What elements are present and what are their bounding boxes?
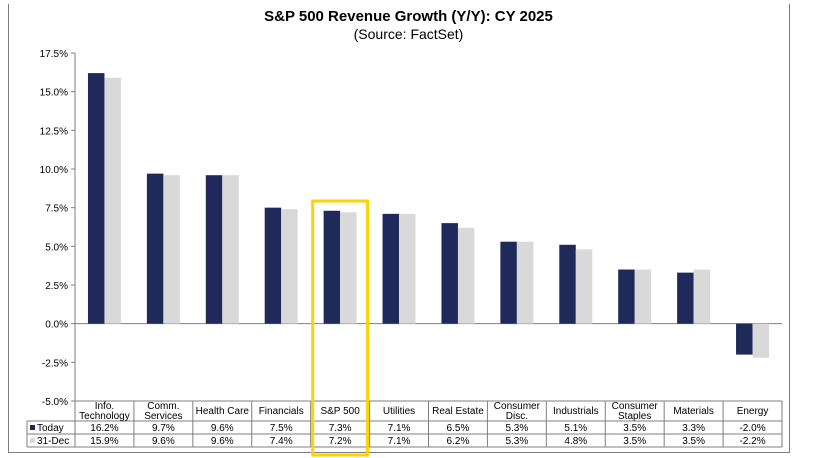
y-tick-label: 0.0% — [45, 320, 68, 331]
data-label: 5.3% — [505, 423, 528, 434]
legend-label: Today — [37, 423, 64, 434]
category-label: Materials — [673, 406, 714, 417]
bar-31-dec — [399, 213, 416, 324]
bar-today — [736, 323, 753, 355]
bar-today — [382, 213, 400, 324]
y-tick-label: -2.5% — [42, 358, 68, 369]
bar-today — [146, 173, 164, 324]
data-label: 7.1% — [388, 436, 411, 447]
category-label: Staples — [618, 411, 651, 422]
data-label: 5.3% — [505, 436, 528, 447]
data-label: 4.8% — [564, 436, 587, 447]
data-label: 7.4% — [270, 436, 293, 447]
data-label: 6.5% — [447, 423, 470, 434]
category-label: Utilities — [383, 406, 415, 417]
category-label: Services — [144, 411, 182, 422]
y-tick-label: 2.5% — [45, 281, 68, 292]
bar-31-dec — [340, 212, 357, 324]
y-tick-label: 10.0% — [40, 165, 68, 176]
category-label: Disc. — [506, 411, 528, 422]
bar-31-dec — [222, 175, 239, 324]
bar-today — [618, 269, 635, 324]
data-label: 9.6% — [211, 423, 234, 434]
y-tick-label: 7.5% — [45, 204, 68, 215]
data-label: -2.2% — [739, 436, 765, 447]
y-tick-label: 5.0% — [45, 242, 68, 253]
data-label: 3.5% — [623, 423, 646, 434]
highlight-box — [311, 199, 370, 457]
data-label: 7.2% — [329, 436, 352, 447]
category-label: Comm. — [147, 401, 179, 412]
legend-label: 31-Dec — [37, 436, 69, 447]
data-label: 7.5% — [270, 423, 293, 434]
data-label: 9.6% — [211, 436, 234, 447]
category-label: Consumer — [494, 401, 541, 412]
bar-31-dec — [634, 269, 652, 324]
bar-31-dec — [752, 323, 770, 358]
category-label: Info. — [95, 401, 114, 412]
data-label: 16.2% — [90, 423, 118, 434]
chart-frame — [8, 4, 790, 453]
category-label: S&P 500 — [320, 406, 360, 417]
data-label: 5.1% — [564, 423, 587, 434]
category-label: Real Estate — [432, 406, 484, 417]
category-label: Consumer — [612, 401, 659, 412]
data-label: 3.5% — [682, 436, 705, 447]
y-tick-label: -5.0% — [42, 397, 68, 408]
legend-swatch — [30, 425, 35, 430]
bar-31-dec — [457, 227, 475, 324]
bar-today — [205, 175, 223, 324]
chart-title: S&P 500 Revenue Growth (Y/Y): CY 2025 — [264, 8, 553, 25]
bar-today — [559, 244, 576, 324]
bar-today — [87, 73, 105, 324]
legend-swatch — [30, 438, 35, 443]
category-label: Financials — [259, 406, 304, 417]
data-label: 15.9% — [90, 436, 118, 447]
bar-today — [264, 207, 282, 324]
data-label: 7.1% — [388, 423, 411, 434]
bar-today — [323, 210, 341, 324]
bar-today — [500, 241, 517, 324]
category-label: Health Care — [196, 406, 250, 417]
data-label: 9.7% — [152, 423, 175, 434]
data-label: 7.3% — [329, 423, 352, 434]
data-label: 3.5% — [623, 436, 646, 447]
data-label: 3.3% — [682, 423, 705, 434]
chart-subtitle: (Source: FactSet) — [353, 26, 464, 42]
bar-31-dec — [104, 77, 121, 324]
bar-today — [677, 272, 694, 324]
bar-31-dec — [575, 249, 593, 324]
bar-31-dec — [163, 175, 180, 324]
category-label: Energy — [737, 406, 769, 417]
data-label: -2.0% — [739, 423, 765, 434]
bar-31-dec — [281, 209, 298, 324]
bar-31-dec — [516, 241, 534, 324]
y-tick-label: 17.5% — [40, 49, 68, 60]
category-label: Technology — [79, 411, 130, 422]
bar-31-dec — [693, 269, 711, 324]
category-label: Industrials — [553, 406, 599, 417]
y-tick-label: 12.5% — [40, 126, 68, 137]
data-label: 6.2% — [447, 436, 470, 447]
y-tick-label: 15.0% — [40, 88, 68, 99]
data-label: 9.6% — [152, 436, 175, 447]
bar-today — [441, 223, 458, 324]
